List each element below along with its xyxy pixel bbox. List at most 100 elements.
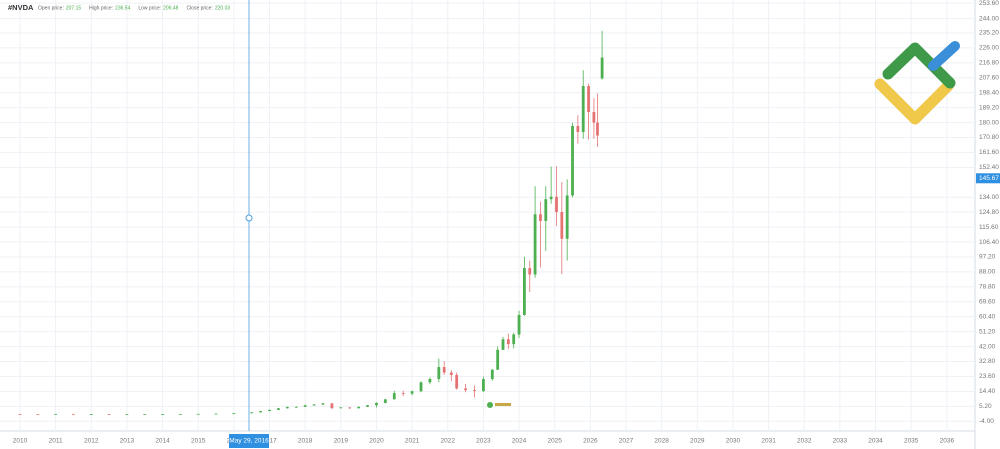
x-tick-label: 2027 (619, 438, 634, 445)
candle-body (285, 406, 289, 409)
x-tick-label: 2021 (405, 438, 420, 445)
candle-body (539, 214, 542, 221)
x-tick-label: 2014 (155, 438, 170, 445)
y-tick-label: 115.60 (979, 224, 999, 231)
y-tick-label: 189.20 (979, 104, 999, 111)
y-tick-label: 60.40 (979, 313, 996, 320)
candle-body (501, 339, 505, 350)
candle-body (392, 393, 396, 400)
candle-body (330, 403, 334, 409)
y-tick-label: 216.80 (979, 60, 999, 67)
candle-body (357, 406, 361, 409)
current-price-label: 145.67 (979, 175, 999, 182)
candle-body (587, 86, 590, 113)
header-label: High price: (89, 5, 113, 11)
x-tick-label: 2025 (547, 438, 562, 445)
candle-body (581, 86, 585, 132)
y-tick-label: 170.80 (979, 134, 999, 141)
candle-body (54, 413, 58, 415)
candle-body (339, 407, 343, 409)
candle-body (528, 268, 532, 275)
x-tick-label: 2011 (49, 438, 63, 445)
y-tick-label: 5.20 (979, 403, 992, 410)
header: #NVDA Open price: 207.15 High price: 236.54… (8, 3, 230, 12)
candle-body (533, 214, 537, 275)
candle-body (401, 393, 405, 394)
y-tick-label: 88.00 (979, 269, 996, 276)
crosshair-point (245, 214, 253, 222)
candle-body (517, 314, 521, 335)
y-tick-label: 198.40 (979, 89, 999, 96)
y-tick-label: 32.80 (979, 358, 996, 365)
x-tick-label: 2032 (797, 438, 812, 445)
header-value: 207.15 (66, 5, 82, 11)
candle-body (383, 399, 387, 403)
x-tick-label: 2012 (84, 438, 99, 445)
candle-body (442, 367, 446, 373)
y-tick-label: 69.60 (979, 298, 996, 305)
x-tick-label: 2013 (120, 438, 135, 445)
y-tick-label: 244.00 (979, 15, 999, 22)
candle-body (312, 404, 316, 406)
candles (18, 30, 604, 415)
symbol: #NVDA (8, 3, 34, 12)
y-tick-label: 152.40 (979, 164, 999, 171)
y-tick-label: 97.20 (979, 254, 996, 261)
candle-body (565, 195, 569, 239)
grid (0, 0, 975, 431)
y-tick-label: 207.60 (979, 74, 999, 81)
y-tick-label: 23.60 (979, 373, 996, 380)
candle-body (576, 125, 580, 132)
candle-body (571, 125, 574, 196)
x-tick-label: 2029 (690, 438, 705, 445)
candle-body (592, 112, 596, 123)
candle-body (89, 414, 93, 415)
x-tick-label: 2033 (833, 438, 848, 445)
candle-body (455, 374, 459, 389)
candle-body (410, 391, 414, 394)
header-value: 236.54 (115, 5, 131, 11)
candle-body (596, 122, 599, 136)
y-tick-label: 124.80 (979, 209, 999, 216)
candle-body (473, 390, 476, 392)
header-label: Close price: (186, 5, 212, 11)
candle-body (549, 196, 553, 200)
candle-body (178, 413, 182, 415)
candle-body (125, 414, 129, 415)
x-tick-label: 2018 (298, 438, 313, 445)
x-tick-label: 2020 (369, 438, 384, 445)
candle-body (232, 413, 236, 415)
candle-body (496, 349, 500, 370)
y-tick-label: 161.60 (979, 149, 999, 156)
y-tick-label: 235.20 (979, 30, 999, 37)
current-price-box (976, 173, 1000, 184)
x-tick-label: 2024 (512, 438, 527, 445)
candle-body (375, 402, 378, 406)
y-tick-label: 180.00 (979, 119, 999, 126)
logo (874, 41, 960, 125)
x-tick-label: 2035 (904, 438, 919, 445)
header-value: 206.48 (163, 5, 179, 11)
y-tick-label: 51.20 (979, 328, 996, 335)
x-tick-label: 2022 (441, 438, 456, 445)
candle-body (277, 408, 280, 410)
candle-body (428, 379, 432, 383)
candle-body (522, 268, 526, 315)
watermark (487, 402, 511, 408)
candle-body (366, 405, 369, 407)
candle-body (303, 405, 307, 407)
axes: -4.00 5.20 14.40 23.60 32.80 42.00 51.20 60.40 6… (13, 0, 1000, 448)
candle-body (268, 409, 271, 412)
candle-body (555, 196, 558, 213)
candle-body (419, 382, 423, 392)
y-tick-label: 42.00 (979, 343, 996, 350)
candle-body (107, 414, 111, 415)
header-value: 220.03 (215, 5, 231, 11)
candle-body (161, 414, 164, 415)
y-tick-label: -4.00 (979, 418, 994, 425)
crosshair-date-box (229, 434, 269, 448)
candle-body (490, 369, 494, 380)
candle-body (437, 367, 441, 380)
